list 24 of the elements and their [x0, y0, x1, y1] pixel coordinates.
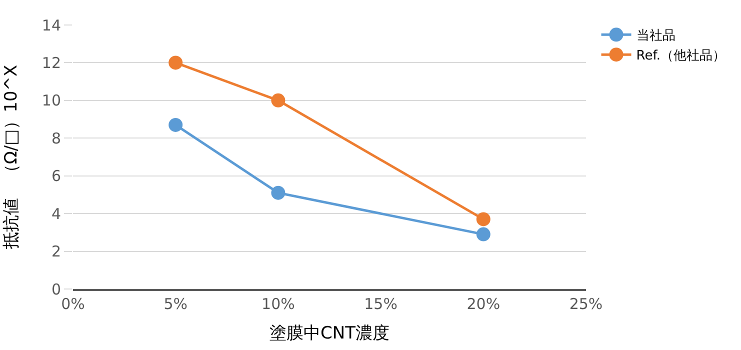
y-axis-title: 抵抗値 （Ω/□）10^X	[1, 64, 22, 250]
point	[168, 56, 183, 70]
x-tick-label: 0%	[61, 294, 85, 313]
y-tick-label: 10	[42, 92, 61, 110]
x-axis-title: 塗膜中CNT濃度	[270, 324, 390, 344]
y-tick-label: 14	[42, 16, 61, 34]
legend-label: Ref.（他社品）	[636, 48, 726, 64]
point	[271, 93, 286, 108]
point	[271, 186, 286, 200]
x-tick-label: 20%	[466, 294, 500, 313]
point	[476, 227, 490, 242]
y-tick-label: 6	[51, 167, 61, 186]
y-tick-label: 0	[51, 280, 61, 298]
y-tick-label: 12	[42, 54, 61, 72]
y-tick-label: 2	[51, 242, 61, 261]
y-tick-label: 8	[51, 129, 61, 148]
x-tick-label: 5%	[164, 294, 188, 313]
x-tick-label: 10%	[262, 294, 295, 313]
y-tick-label: 4	[51, 204, 61, 223]
x-tick-label: 25%	[569, 294, 603, 313]
legend-label: 当社品	[636, 28, 676, 44]
point	[168, 118, 183, 132]
x-tick-label: 15%	[364, 294, 398, 313]
point	[476, 212, 490, 226]
